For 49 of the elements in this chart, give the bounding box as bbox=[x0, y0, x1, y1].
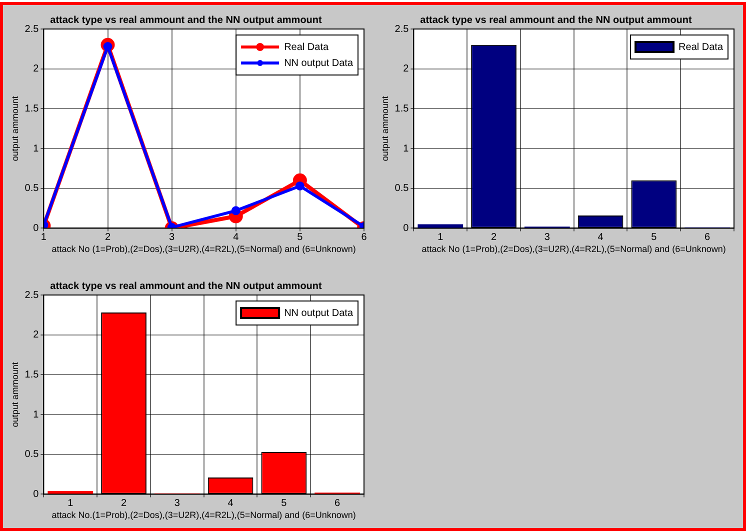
x-tick-label: 4 bbox=[228, 498, 234, 509]
legend-label: Real Data bbox=[284, 42, 329, 53]
x-tick-label: 6 bbox=[334, 498, 341, 509]
chart-title: attack type vs real ammount and the NN output ammount bbox=[420, 14, 693, 26]
legend-label: Real Data bbox=[678, 42, 724, 53]
y-tick-label: 1 bbox=[33, 409, 40, 420]
x-tick-label: 1 bbox=[40, 232, 47, 243]
y-axis-title: output ammount bbox=[10, 362, 20, 428]
y-tick-label: 2.5 bbox=[394, 24, 410, 35]
y-tick-label: 2.5 bbox=[24, 24, 40, 35]
x-tick-label: 1 bbox=[68, 498, 74, 509]
y-axis-title: output ammount bbox=[10, 96, 20, 162]
y-tick-label: 0 bbox=[33, 488, 40, 500]
x-tick-label: 4 bbox=[598, 232, 604, 243]
x-axis-title: attack No (1=Prob),(2=Dos),(3=U2R),(4=R2L),(5=Normal) and (6=Unknown) bbox=[52, 244, 356, 254]
x-axis-title: attack No.(1=Prob),(2=Dos),(3=U2R),(4=R2L),(5=Normal) and (6=Unknown) bbox=[52, 510, 356, 520]
y-tick-label: 1.5 bbox=[394, 103, 410, 114]
y-tick-label: 0.5 bbox=[394, 183, 410, 194]
chart-title: attack type vs real ammount and the NN output ammount bbox=[50, 14, 323, 26]
x-tick-label: 5 bbox=[297, 232, 304, 243]
y-tick-label: 0 bbox=[403, 222, 410, 234]
chart-title: attack type vs real ammount and the NN output ammount bbox=[50, 280, 323, 292]
x-tick-label: 3 bbox=[169, 232, 176, 243]
x-axis-title: attack No (1=Prob),(2=Dos),(3=U2R),(4=R2L),(5=Normal) and (6=Unknown) bbox=[422, 244, 726, 254]
y-tick-label: 2 bbox=[33, 330, 40, 341]
y-tick-label: 1 bbox=[403, 143, 410, 154]
x-tick-label: 4 bbox=[233, 232, 240, 243]
x-tick-label: 3 bbox=[174, 498, 180, 509]
y-tick-label: 0.5 bbox=[24, 183, 40, 194]
x-tick-label: 3 bbox=[544, 232, 550, 243]
x-tick-label: 5 bbox=[281, 498, 288, 509]
x-tick-label: 1 bbox=[438, 232, 444, 243]
y-tick-label: 2 bbox=[403, 64, 410, 75]
y-tick-label: 0 bbox=[33, 222, 40, 234]
legend-label: NN output Data bbox=[284, 58, 354, 69]
x-tick-label: 5 bbox=[651, 232, 658, 243]
y-tick-label: 2 bbox=[33, 64, 40, 75]
x-tick-label: 6 bbox=[361, 232, 368, 243]
x-tick-label: 2 bbox=[120, 498, 127, 509]
x-tick-label: 2 bbox=[490, 232, 497, 243]
legend-label: NN output Data bbox=[284, 308, 354, 319]
y-axis-title: output ammount bbox=[380, 96, 390, 162]
y-tick-label: 0.5 bbox=[24, 449, 40, 460]
x-tick-label: 6 bbox=[704, 232, 711, 243]
y-tick-label: 2.5 bbox=[24, 290, 40, 301]
x-tick-label: 2 bbox=[104, 232, 111, 243]
y-tick-label: 1.5 bbox=[24, 103, 40, 114]
y-tick-label: 1.5 bbox=[24, 369, 40, 380]
y-tick-label: 1 bbox=[33, 143, 40, 154]
